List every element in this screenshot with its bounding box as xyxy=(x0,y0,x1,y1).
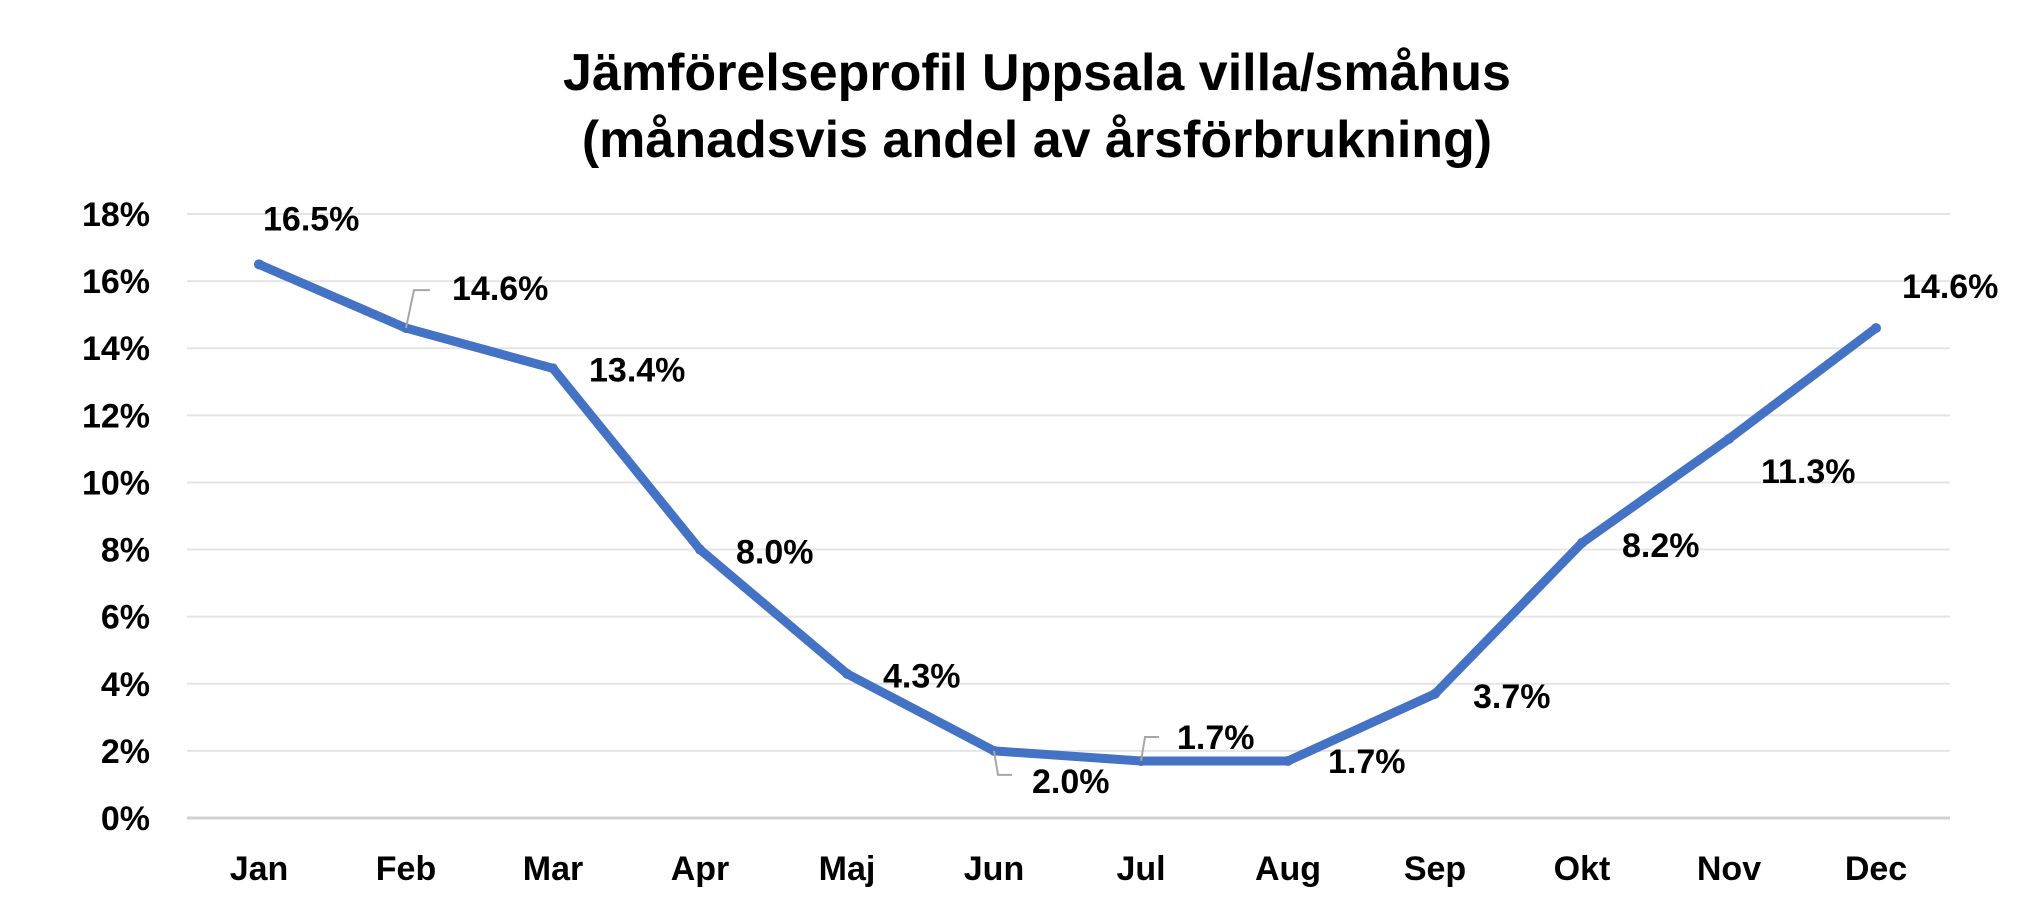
data-label-feb: 14.6% xyxy=(452,270,548,308)
data-label-jul: 1.7% xyxy=(1177,719,1255,757)
x-tick-label: Dec xyxy=(1845,850,1907,888)
data-label-apr: 8.0% xyxy=(736,534,814,572)
y-tick-label: 4% xyxy=(101,666,150,704)
leader-line-jun xyxy=(993,750,1012,776)
x-tick-label: Aug xyxy=(1255,850,1321,888)
x-tick-label: Jun xyxy=(964,850,1024,888)
y-tick-label: 6% xyxy=(101,599,150,637)
leader-line-jul xyxy=(1140,735,1159,762)
data-label-sep: 3.7% xyxy=(1473,678,1551,716)
data-point-aug xyxy=(1283,755,1293,766)
series-line xyxy=(254,259,1881,766)
x-tick-label: Sep xyxy=(1404,850,1466,888)
chart-title: Jämförelseprofil Uppsala villa/småhus xyxy=(563,44,1511,102)
data-label-dec: 14.6% xyxy=(1902,268,1998,306)
data-labels: 16.5% 14.6% 13.4% 8.0% 4.3% 2.0% 1.7% 1.7% 3.7% 8… xyxy=(263,200,1998,801)
data-label-jan: 16.5% xyxy=(263,200,359,238)
y-tick-label: 10% xyxy=(82,464,150,502)
data-point-maj xyxy=(842,668,852,679)
data-point-mar xyxy=(548,363,558,374)
y-tick-label: 2% xyxy=(101,733,150,771)
data-point-apr xyxy=(695,544,705,555)
data-label-aug: 1.7% xyxy=(1328,743,1406,781)
x-tick-label: Jan xyxy=(230,850,289,888)
y-tick-label: 16% xyxy=(82,263,150,301)
x-tick-label: Feb xyxy=(376,850,436,888)
data-point-dec xyxy=(1871,323,1881,334)
chart-subtitle: (månadsvis andel av årsförbrukning) xyxy=(582,111,1492,169)
x-tick-label: Nov xyxy=(1697,850,1761,888)
x-axis-ticks: Jan Feb Mar Apr Maj Jun Jul Aug Sep Okt Nov Dec xyxy=(230,850,1907,888)
x-tick-label: Okt xyxy=(1554,850,1611,888)
data-point-sep xyxy=(1430,688,1440,699)
x-tick-label: Mar xyxy=(523,850,583,888)
y-tick-label: 12% xyxy=(82,397,150,435)
gridlines xyxy=(187,213,1950,820)
leader-lines xyxy=(405,289,1159,776)
data-label-okt: 8.2% xyxy=(1622,527,1700,565)
series-line-group xyxy=(254,259,1881,766)
data-point-jan xyxy=(254,259,264,270)
x-tick-label: Apr xyxy=(671,850,730,888)
data-point-okt xyxy=(1577,537,1587,548)
y-axis-ticks: 0% 2% 4% 6% 8% 10% 12% 14% 16% 18% xyxy=(82,196,150,838)
data-label-mar: 13.4% xyxy=(589,351,685,389)
y-tick-label: 14% xyxy=(82,330,150,368)
x-tick-label: Jul xyxy=(1116,850,1165,888)
data-point-nov xyxy=(1724,433,1734,444)
data-label-nov: 11.3% xyxy=(1761,453,1856,491)
data-label-maj: 4.3% xyxy=(883,658,961,696)
y-tick-label: 8% xyxy=(101,532,150,570)
y-tick-label: 18% xyxy=(82,196,150,234)
leader-line-feb xyxy=(405,289,430,329)
y-tick-label: 0% xyxy=(101,800,150,838)
x-tick-label: Maj xyxy=(819,850,876,888)
data-label-jun: 2.0% xyxy=(1032,763,1110,801)
